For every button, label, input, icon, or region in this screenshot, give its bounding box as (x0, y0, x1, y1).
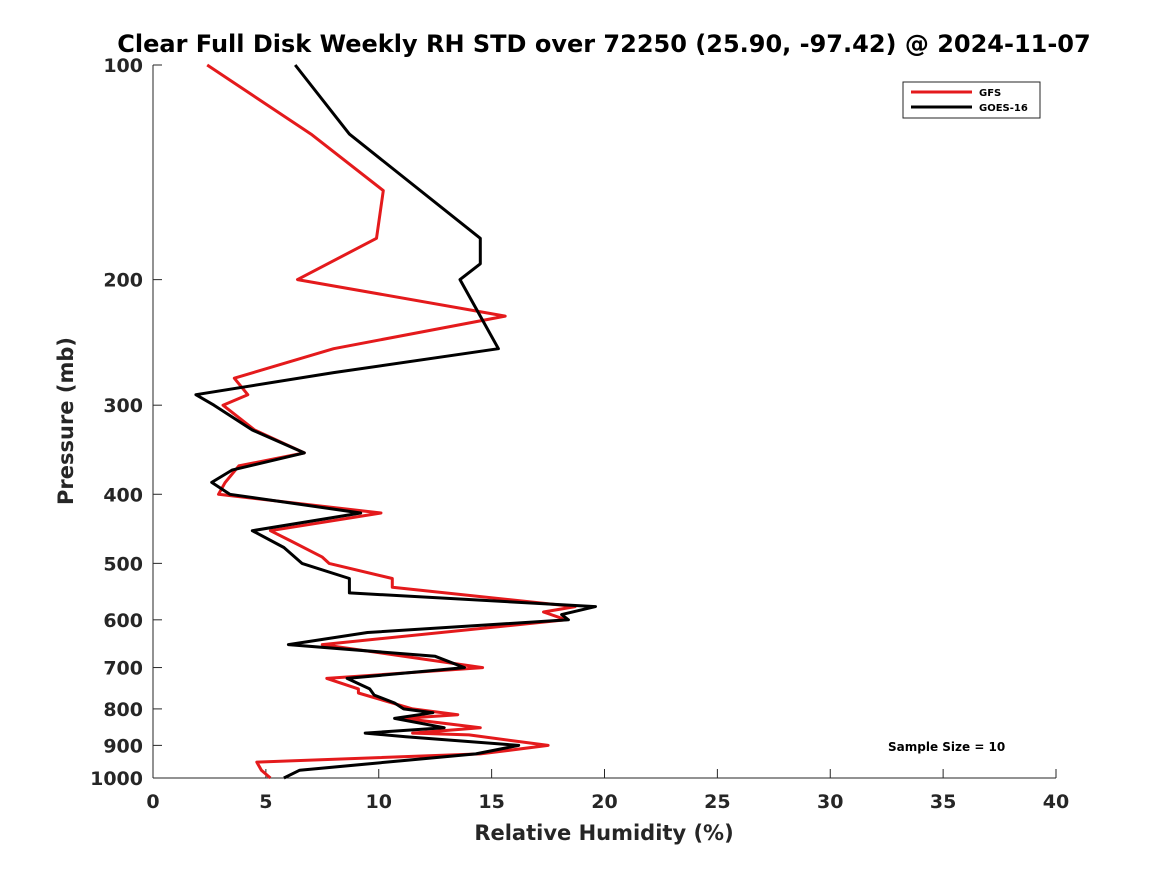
x-tick-label: 30 (817, 791, 843, 813)
x-tick-label: 25 (704, 791, 730, 813)
plot-area: 0 5 10 15 20 25 30 35 40 100 200 300 400 500 600 700 80… (90, 55, 1069, 813)
x-tick-label: 5 (259, 791, 272, 813)
x-tick-label: 0 (146, 791, 159, 813)
y-tick-label: 700 (103, 658, 143, 680)
y-tick-label: 800 (103, 699, 143, 721)
y-tick-label: 600 (103, 610, 143, 632)
y-tick-label: 100 (103, 55, 143, 77)
y-tick-label: 300 (103, 395, 143, 417)
x-axis-ticks: 0 5 10 15 20 25 30 35 40 (146, 769, 1069, 813)
y-tick-label: 400 (103, 484, 143, 506)
x-tick-label: 20 (591, 791, 617, 813)
y-axis-ticks: 100 200 300 400 500 600 700 800 900 1000 (90, 55, 162, 790)
series-lines (194, 63, 597, 780)
series-line-goes-16 (194, 64, 597, 780)
x-tick-label: 10 (366, 791, 392, 813)
legend-label-goes16: GOES-16 (979, 103, 1028, 114)
x-tick-label: 15 (478, 791, 504, 813)
y-tick-label: 1000 (90, 768, 143, 790)
y-tick-label: 500 (103, 553, 143, 575)
y-axis-label: Pressure (mb) (54, 337, 78, 505)
legend-box (902, 81, 1041, 119)
legend-label-gfs: GFS (979, 88, 1001, 99)
series-line-gfs (206, 63, 577, 780)
x-axis-label: Relative Humidity (%) (474, 821, 733, 845)
legend: GFS GOES-16 (902, 81, 1041, 119)
y-tick-label: 200 (103, 270, 143, 292)
x-tick-label: 35 (930, 791, 956, 813)
sample-size-annotation: Sample Size = 10 (888, 740, 1005, 754)
y-tick-label: 900 (103, 735, 143, 757)
x-tick-label: 40 (1043, 791, 1069, 813)
chart-title: Clear Full Disk Weekly RH STD over 72250… (117, 30, 1090, 58)
